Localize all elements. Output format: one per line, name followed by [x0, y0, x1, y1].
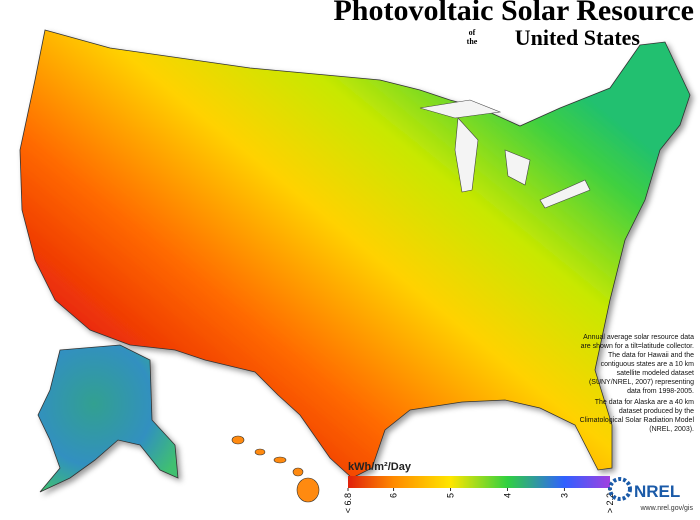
contiguous-us: [19, 29, 691, 479]
note: The data for Alaska are a 40 km dataset …: [579, 399, 694, 433]
subtitle: United States: [515, 25, 641, 50]
logo-url: www.nrel.gov/gis: [639, 505, 693, 512]
legend-tick-label: 5: [446, 493, 456, 498]
title-the: the: [467, 37, 478, 46]
title-of: of: [469, 28, 476, 37]
nrel-logo: [608, 477, 632, 501]
legend-tick-label: > 2.2: [605, 493, 615, 513]
hawaii: [231, 435, 320, 503]
alaska: [37, 344, 179, 493]
legend-tick-label: < 6.8: [343, 493, 353, 513]
great-lakes: [419, 99, 591, 209]
title: Photovoltaic Solar Resource: [333, 0, 694, 27]
legend-title: kWh/m²/Day: [348, 461, 412, 473]
legend-bar: [348, 476, 610, 488]
note: Annual average solar resource data are s…: [580, 334, 694, 395]
legend-tick-label: 6: [389, 493, 399, 498]
legend-tick-label: 3: [559, 493, 569, 498]
logo-name: NREL: [634, 482, 680, 501]
legend-tick-label: 4: [502, 493, 512, 498]
